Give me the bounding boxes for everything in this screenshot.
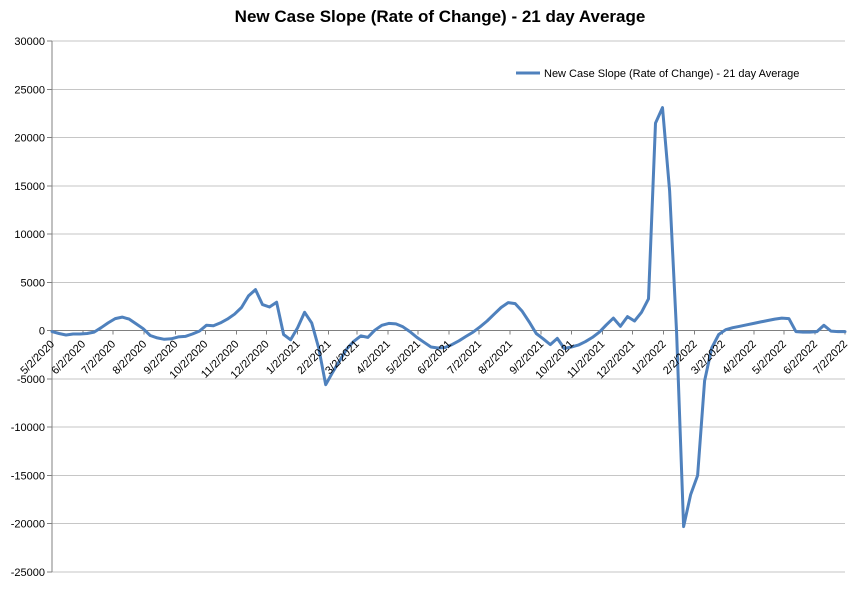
y-axis-label: 15000 — [14, 181, 45, 193]
legend: New Case Slope (Rate of Change) - 21 day… — [516, 68, 799, 80]
y-axis-label: -15000 — [11, 470, 45, 482]
y-axis-label: -10000 — [11, 422, 45, 434]
y-axis-label: -25000 — [11, 567, 45, 579]
gridlines-layer — [52, 40, 845, 573]
y-axis-label: 25000 — [14, 84, 45, 96]
axes-layer — [47, 40, 846, 573]
axis-labels-layer: 30000 25000 20000 15000 10000 5000 0 -5000 -1000… — [11, 36, 850, 579]
y-axis-label: 10000 — [14, 229, 45, 241]
legend-label: New Case Slope (Rate of Change) - 21 day… — [544, 68, 799, 80]
y-axis-label: 30000 — [14, 36, 45, 48]
series-line-new-case-slope — [50, 106, 847, 529]
chart-title: New Case Slope (Rate of Change) - 21 day… — [235, 7, 646, 26]
y-axis-label: 20000 — [14, 133, 45, 145]
y-axis-label: -20000 — [11, 519, 45, 531]
series-layer — [50, 106, 847, 529]
y-axis-label: 5000 — [21, 277, 45, 289]
y-axis-label: 0 — [39, 326, 45, 338]
y-axis-label: -5000 — [17, 374, 45, 386]
